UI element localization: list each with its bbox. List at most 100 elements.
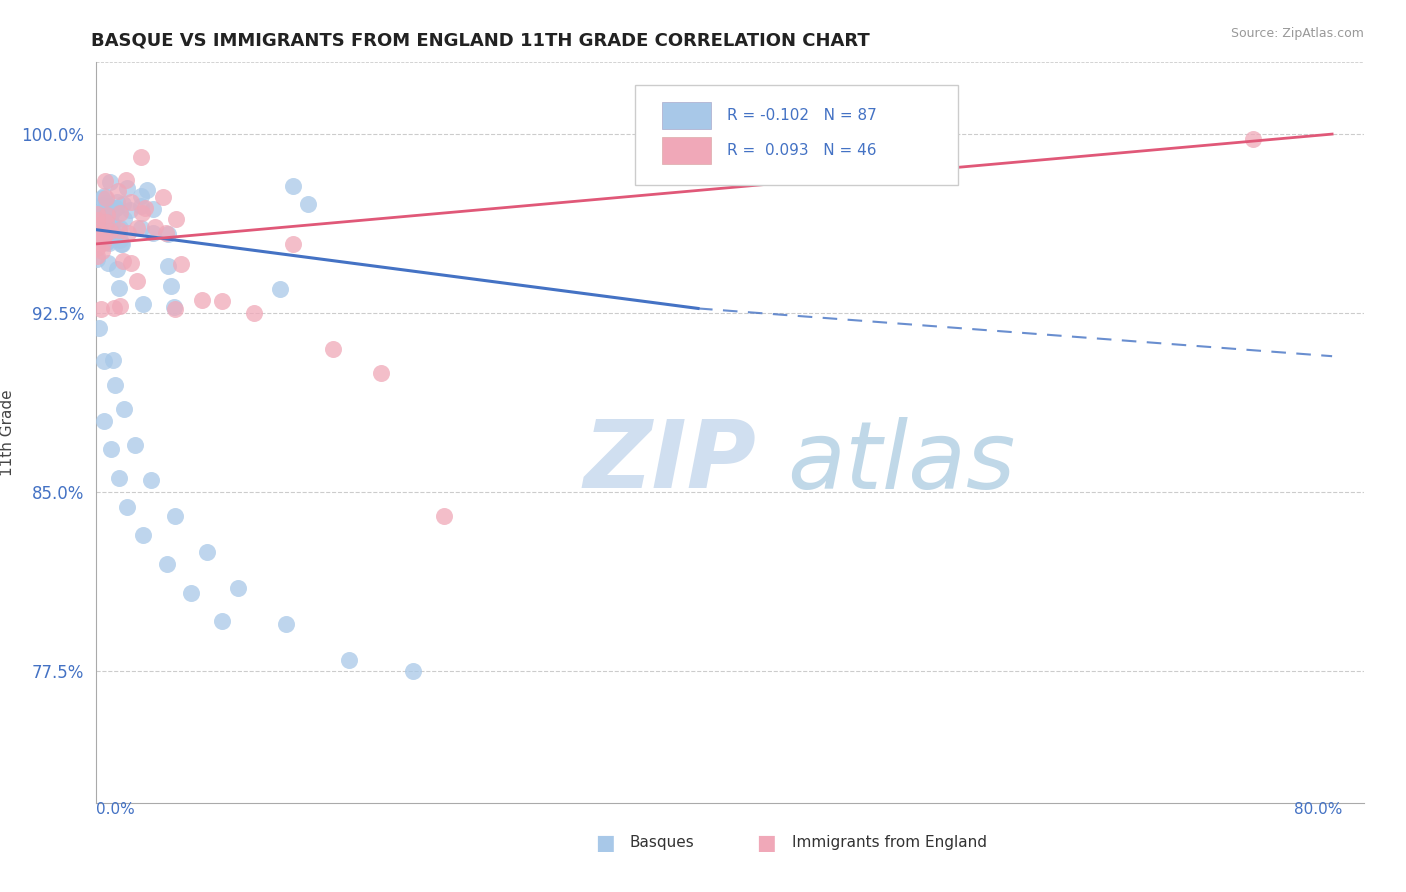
Point [93,414,115,428]
Point [143,219,166,234]
Point [86,218,108,232]
Point [93,354,115,368]
Point [124,437,146,451]
Point [281,236,304,251]
Point [96,191,118,205]
Text: ZIP: ZIP [583,417,756,508]
Point [97,200,120,214]
Point [96,235,118,250]
Point [94,206,117,220]
Point [191,293,214,308]
Point [89,232,111,246]
Point [135,183,157,197]
Point [96,234,118,248]
Point [129,220,152,235]
Text: BASQUE VS IMMIGRANTS FROM ENGLAND 11TH GRADE CORRELATION CHART: BASQUE VS IMMIGRANTS FROM ENGLAND 11TH G… [91,31,870,49]
Point [90,301,112,316]
Point [117,226,139,240]
Point [297,197,319,211]
Point [91,236,114,251]
Point [211,294,233,309]
Point [132,297,155,311]
Point [94,215,117,229]
Point [91,244,114,258]
Point [93,228,115,243]
Point [107,185,129,199]
Point [370,366,392,380]
Point [105,262,128,277]
Point [86,232,108,246]
Point [105,195,128,210]
FancyBboxPatch shape [662,103,710,129]
Point [111,254,134,268]
Point [86,226,108,240]
Point [90,229,112,244]
Point [98,220,121,235]
Point [98,175,121,189]
Point [110,299,132,313]
Point [86,241,108,255]
Point [274,616,297,631]
Point [156,557,179,571]
Point [93,205,115,219]
Point [100,442,122,457]
Text: Source: ZipAtlas.com: Source: ZipAtlas.com [1230,27,1364,40]
FancyBboxPatch shape [634,85,957,185]
Point [129,189,152,203]
Point [125,274,148,288]
Point [108,220,131,235]
Point [104,202,127,216]
Point [97,235,120,250]
Point [125,221,148,235]
Point [211,615,233,629]
Point [86,212,108,227]
Point [402,665,425,679]
Point [163,300,186,314]
Point [120,256,142,270]
Point [132,528,155,542]
Point [89,216,111,230]
Y-axis label: 11th Grade: 11th Grade [0,389,14,476]
Point [90,219,112,234]
Point [337,652,360,666]
Point [96,202,118,216]
Point [101,218,124,232]
Point [93,203,115,218]
Point [117,500,139,514]
Point [86,205,108,219]
Point [269,281,291,295]
Point [98,225,121,239]
Point [322,342,344,356]
Point [87,220,110,235]
Point [97,199,120,213]
Point [86,207,108,221]
Point [131,205,153,219]
Point [91,233,114,247]
Point [86,213,108,227]
Point [86,252,108,266]
Point [165,212,187,227]
Text: 0.0%: 0.0% [96,803,135,817]
Point [112,197,135,211]
Point [98,229,121,244]
Point [120,203,142,218]
Point [141,226,163,240]
Point [139,474,162,488]
Point [115,172,138,186]
Point [93,188,115,202]
Text: atlas: atlas [787,417,1015,508]
Point [115,181,138,195]
Point [281,179,304,194]
Point [108,223,131,237]
Point [101,352,124,367]
Point [104,202,127,216]
Point [111,237,134,252]
Point [180,585,202,599]
Text: ■: ■ [756,833,776,853]
Point [160,279,183,293]
Point [90,227,112,241]
Point [94,226,117,240]
Point [120,195,142,210]
Point [87,321,110,335]
Point [86,249,108,263]
